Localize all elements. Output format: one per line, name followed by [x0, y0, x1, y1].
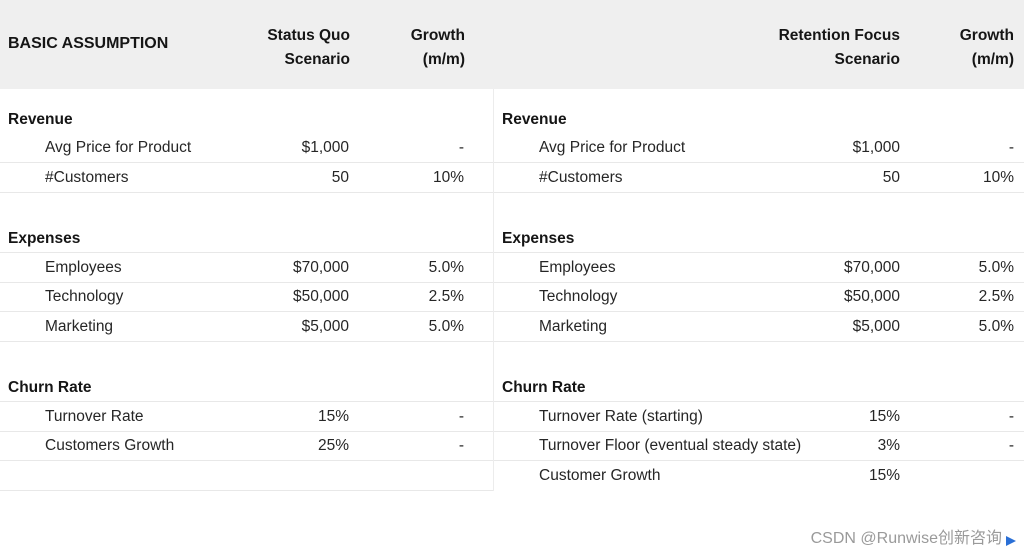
- table-row: Avg Price for Product $1,000 -: [0, 133, 493, 163]
- status-quo-header-line2: Scenario: [284, 51, 350, 68]
- table-row: Avg Price for Product $1,000 -: [494, 133, 1024, 163]
- logo-icon: [1004, 534, 1018, 548]
- row-label: Avg Price for Product: [45, 139, 192, 156]
- row-value: 50: [331, 169, 349, 186]
- retention-focus-header-line1: Retention Focus: [778, 27, 900, 44]
- row-label: Technology: [539, 288, 618, 305]
- row-value: 15%: [317, 408, 349, 425]
- row-label: #Customers: [539, 169, 623, 186]
- row-growth: -: [1008, 437, 1014, 454]
- expenses-section-title: Expenses: [502, 230, 575, 247]
- table-header: BASIC ASSUMPTION Status Quo Scenario Gro…: [0, 0, 1024, 89]
- row-label: Marketing: [45, 318, 114, 335]
- table-row: Technology $50,000 2.5%: [0, 282, 493, 312]
- row-growth: -: [458, 139, 464, 156]
- watermark: CSDN @Runwise创新咨询: [810, 530, 1002, 547]
- row-label: Avg Price for Product: [539, 139, 686, 156]
- row-growth: -: [458, 437, 464, 454]
- table-row: #Customers 50 10%: [0, 163, 493, 193]
- row-growth: 5.0%: [978, 259, 1014, 276]
- table-row: Turnover Rate (starting) 15% -: [494, 401, 1024, 432]
- row-growth: 5.0%: [978, 318, 1014, 335]
- row-value: $5,000: [852, 318, 900, 335]
- growth-header-left-line2: (m/m): [422, 51, 465, 68]
- row-value: 15%: [868, 467, 900, 484]
- row-growth: 10%: [982, 169, 1014, 186]
- row-value: 25%: [317, 437, 349, 454]
- table-row: Turnover Rate 15% -: [0, 401, 493, 432]
- row-value: $70,000: [843, 259, 900, 276]
- row-value: 50: [882, 169, 900, 186]
- row-label: Turnover Floor (eventual steady state): [539, 437, 802, 454]
- retention-focus-panel: Revenue Avg Price for Product $1,000 - #…: [494, 89, 1024, 491]
- row-label: Employees: [45, 259, 122, 276]
- revenue-section-title: Revenue: [8, 111, 73, 128]
- table-row: Customers Growth 25% -: [0, 431, 493, 461]
- row-label: #Customers: [45, 169, 129, 186]
- table-title: BASIC ASSUMPTION: [8, 35, 169, 52]
- growth-header-left: Growth (m/m): [411, 24, 465, 72]
- retention-focus-header-line2: Scenario: [834, 51, 900, 68]
- row-label: Technology: [45, 288, 124, 305]
- revenue-section-title: Revenue: [502, 111, 567, 128]
- row-value: $1,000: [301, 139, 349, 156]
- retention-focus-header: Retention Focus Scenario: [779, 24, 900, 72]
- row-growth: 2.5%: [978, 288, 1014, 305]
- row-label: Turnover Rate: [45, 408, 144, 425]
- status-quo-header-line1: Status Quo: [267, 27, 350, 44]
- status-quo-header: Status Quo Scenario: [267, 24, 350, 72]
- row-growth: -: [1008, 408, 1014, 425]
- growth-header-right-line2: (m/m): [971, 51, 1014, 68]
- table-row: Marketing $5,000 5.0%: [0, 312, 493, 342]
- row-growth: -: [458, 408, 464, 425]
- row-label: Turnover Rate (starting): [539, 408, 703, 425]
- row-label: Employees: [539, 259, 616, 276]
- table-row: Employees $70,000 5.0%: [0, 252, 493, 283]
- row-growth: -: [1008, 139, 1014, 156]
- growth-header-left-line1: Growth: [410, 27, 465, 44]
- row-label: Customers Growth: [45, 437, 175, 454]
- row-value: $50,000: [843, 288, 900, 305]
- table-row: Marketing $5,000 5.0%: [494, 312, 1024, 342]
- row-value: 3%: [877, 437, 900, 454]
- churn-section-title: Churn Rate: [502, 379, 586, 396]
- row-growth: 2.5%: [428, 288, 464, 305]
- row-growth: 5.0%: [428, 318, 464, 335]
- growth-header-right-line1: Growth: [959, 27, 1014, 44]
- row-value: $5,000: [301, 318, 349, 335]
- table-row: Employees $70,000 5.0%: [494, 252, 1024, 283]
- expenses-section-title: Expenses: [8, 230, 81, 247]
- table-row: Technology $50,000 2.5%: [494, 282, 1024, 312]
- row-value: $50,000: [292, 288, 349, 305]
- growth-header-right: Growth (m/m): [960, 24, 1014, 72]
- row-growth: 5.0%: [428, 259, 464, 276]
- table-row: #Customers 50 10%: [494, 163, 1024, 193]
- row-value: $70,000: [292, 259, 349, 276]
- divider: [0, 490, 493, 491]
- table-row: Customer Growth 15%: [494, 461, 1024, 490]
- row-value: $1,000: [852, 139, 900, 156]
- row-value: 15%: [868, 408, 900, 425]
- row-growth: 10%: [432, 169, 464, 186]
- status-quo-panel: Revenue Avg Price for Product $1,000 - #…: [0, 89, 494, 491]
- churn-section-title: Churn Rate: [8, 379, 92, 396]
- row-label: Marketing: [539, 318, 608, 335]
- row-label: Customer Growth: [539, 467, 661, 484]
- table-row: Turnover Floor (eventual steady state) 3…: [494, 431, 1024, 461]
